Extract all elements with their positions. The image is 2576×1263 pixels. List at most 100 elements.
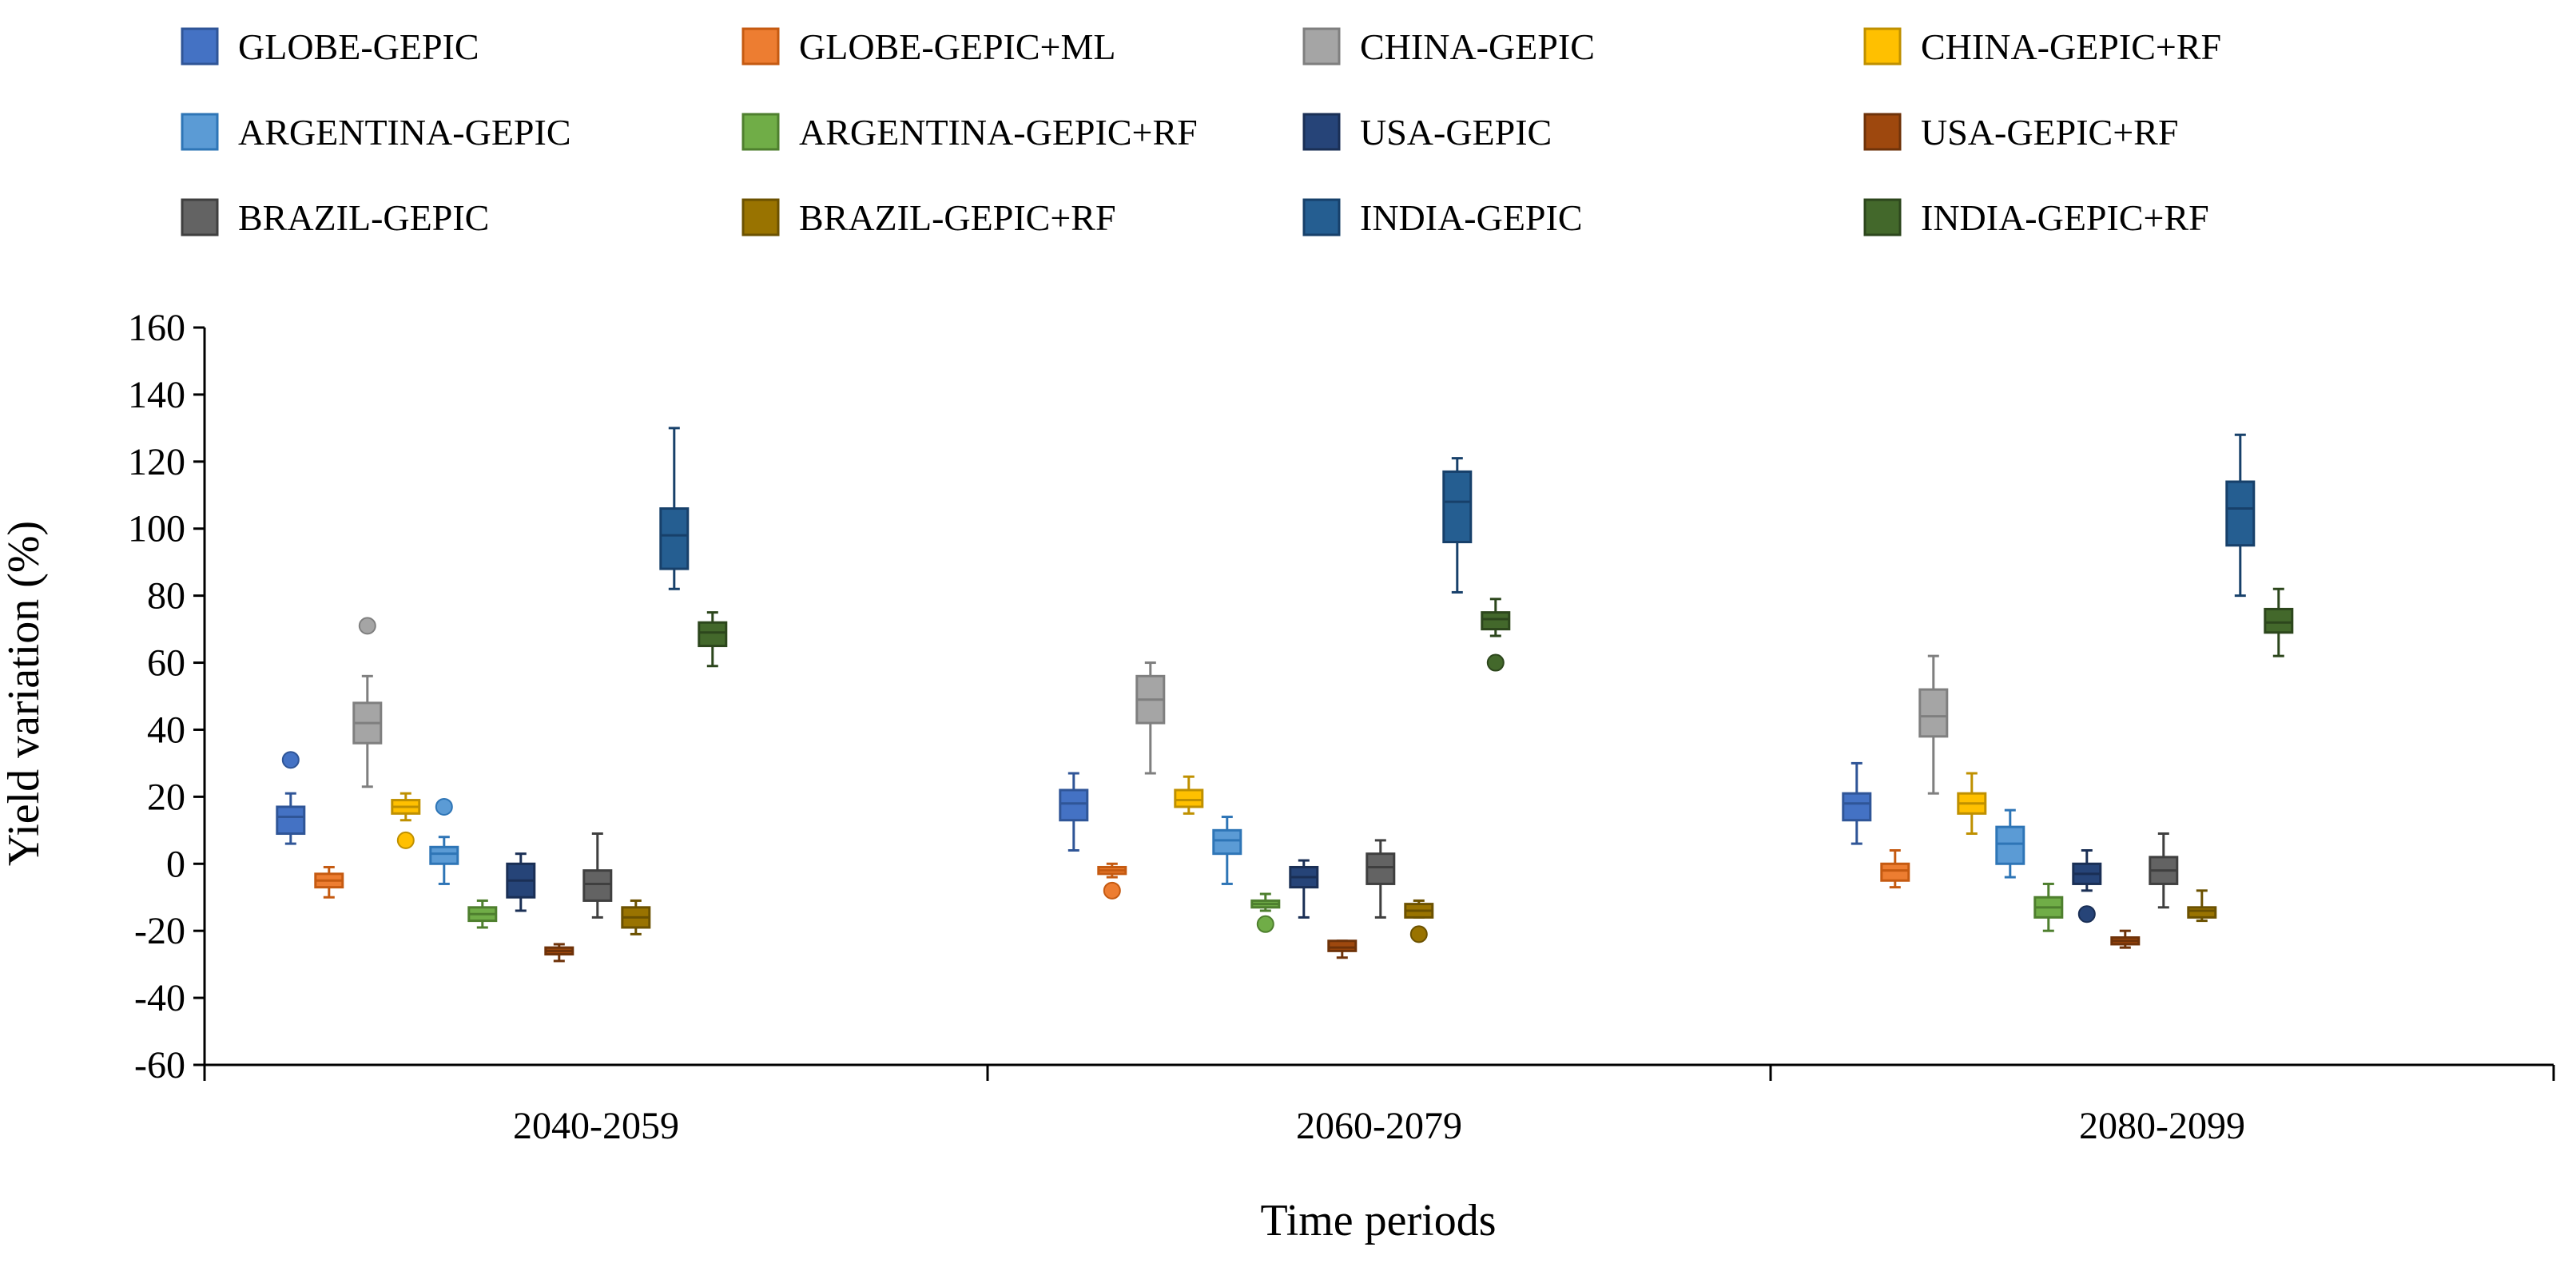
box [429, 797, 459, 885]
legend-label: USA-GEPIC+RF [1921, 112, 2178, 153]
box [352, 617, 383, 788]
legend-item: BRAZIL-GEPIC+RF [741, 197, 1116, 238]
box [2110, 929, 2141, 949]
series-argentina-gepic [429, 797, 2025, 885]
box-iqr [1481, 611, 1511, 631]
y-tick-label: 20 [147, 776, 185, 818]
box [2072, 848, 2102, 923]
legend-label: BRAZIL-GEPIC [238, 197, 489, 238]
legend-item: GLOBE-GEPIC [181, 26, 479, 67]
legend-swatch [181, 113, 219, 151]
legend-swatch [1863, 198, 1902, 236]
legend-swatch [1863, 27, 1902, 66]
outlier-point [1409, 925, 1428, 943]
box-iqr [276, 805, 306, 836]
outlier-point [1103, 881, 1121, 900]
box [544, 943, 574, 963]
box [276, 751, 306, 845]
series-india-gepic-rf [698, 587, 2294, 672]
box [506, 852, 536, 912]
series-globe-gepic-ml [314, 848, 1910, 900]
y-tick-label: 100 [128, 508, 185, 550]
series-china-gepic [352, 617, 1949, 795]
legend-label: ARGENTINA-GEPIC+RF [799, 112, 1198, 153]
box [467, 899, 498, 929]
box-iqr [1366, 852, 1396, 885]
box-iqr [429, 845, 459, 865]
box-iqr [698, 621, 728, 648]
legend-label: GLOBE-GEPIC [238, 26, 479, 67]
series-brazil-gepic [582, 832, 2179, 919]
box-iqr [1842, 792, 1872, 822]
series-brazil-gepic-rf [621, 889, 2217, 943]
legend-label: INDIA-GEPIC [1360, 197, 1583, 238]
y-tick-label: -40 [134, 977, 185, 1019]
series-usa-gepic [506, 848, 2102, 923]
box [2033, 882, 2064, 932]
series-usa-gepic-rf [544, 929, 2141, 963]
legend-item: USA-GEPIC+RF [1863, 112, 2178, 153]
legend-item: BRAZIL-GEPIC [181, 197, 489, 238]
box [1481, 598, 1511, 672]
box [2187, 889, 2217, 923]
legend-swatch [181, 27, 219, 66]
y-tick-label: 120 [128, 441, 185, 483]
box-iqr [1327, 939, 1358, 952]
legend: GLOBE-GEPIC GLOBE-GEPIC+ML CHINA-GEPIC CHIN… [181, 26, 2221, 238]
box-series [276, 427, 2294, 963]
legend-item: CHINA-GEPIC+RF [1863, 26, 2221, 67]
legend-item: USA-GEPIC [1302, 112, 1552, 153]
box [1135, 661, 1166, 775]
legend-label: ARGENTINA-GEPIC [238, 112, 571, 153]
box-iqr [1442, 470, 1473, 544]
box [2264, 587, 2294, 657]
box-iqr [1174, 788, 1204, 808]
legend-item: INDIA-GEPIC+RF [1863, 197, 2209, 238]
box-iqr [2225, 480, 2256, 547]
box [1880, 848, 1910, 889]
box [1404, 899, 1434, 943]
box [1289, 859, 1319, 919]
legend-label: CHINA-GEPIC [1360, 26, 1595, 67]
series-india-gepic [659, 427, 2256, 598]
box [1366, 839, 1396, 919]
y-tick-label: 60 [147, 642, 185, 685]
x-tick-label: 2080-2099 [2079, 1105, 2245, 1147]
box [582, 832, 613, 919]
box [1957, 772, 1987, 836]
box [698, 611, 728, 668]
box [1327, 939, 1358, 959]
box-iqr [1059, 788, 1089, 822]
box-iqr [1880, 862, 1910, 882]
box [621, 899, 651, 935]
y-tick-label: -60 [134, 1044, 185, 1086]
legend-swatch [1302, 198, 1341, 236]
box [1174, 775, 1204, 815]
box [391, 792, 421, 849]
legend-swatch [741, 113, 780, 151]
y-tick-label: 0 [166, 843, 185, 885]
legend-item: CHINA-GEPIC [1302, 26, 1595, 67]
legend-label: CHINA-GEPIC+RF [1921, 26, 2221, 67]
y-tick-label: 160 [128, 307, 185, 349]
box [1250, 892, 1281, 933]
legend-item: GLOBE-GEPIC+ML [741, 26, 1115, 67]
y-axis-title: Yield variation (%) [0, 521, 49, 866]
legend-label: BRAZIL-GEPIC+RF [799, 197, 1116, 238]
box [659, 427, 690, 590]
outlier-point [435, 797, 453, 816]
legend-item: INDIA-GEPIC [1302, 197, 1583, 238]
outlier-point [396, 831, 415, 849]
series-argentina-gepic-rf [467, 882, 2064, 933]
series-globe-gepic [276, 751, 1872, 852]
outlier-point [1256, 915, 1274, 933]
y-tick-label: 40 [147, 709, 185, 751]
box-iqr [582, 869, 613, 902]
legend-item: ARGENTINA-GEPIC+RF [741, 112, 1198, 153]
legend-swatch [1863, 113, 1902, 151]
box [314, 865, 344, 899]
legend-swatch [181, 198, 219, 236]
legend-swatch [741, 198, 780, 236]
box [1842, 761, 1872, 845]
